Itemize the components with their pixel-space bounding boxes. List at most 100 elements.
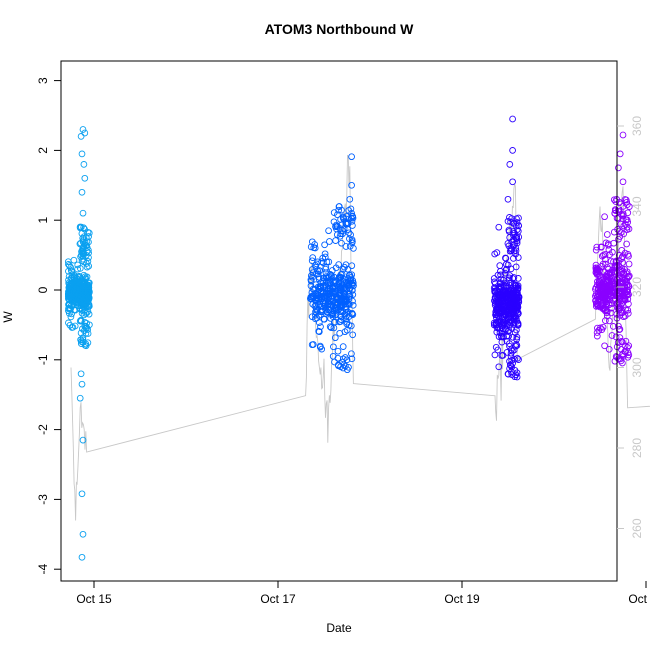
data-point bbox=[345, 281, 353, 289]
data-point bbox=[73, 274, 81, 282]
data-point bbox=[623, 275, 631, 282]
data-point bbox=[67, 264, 75, 271]
outlier-point bbox=[506, 161, 514, 168]
data-point bbox=[614, 339, 622, 346]
data-point bbox=[493, 328, 501, 336]
data-point bbox=[514, 286, 521, 293]
outlier-point bbox=[325, 227, 332, 235]
data-point bbox=[513, 301, 521, 309]
data-point bbox=[605, 241, 612, 249]
data-point bbox=[617, 289, 625, 296]
data-point bbox=[492, 280, 499, 287]
data-point bbox=[620, 222, 628, 230]
data-point bbox=[315, 328, 323, 336]
data-point bbox=[507, 297, 514, 305]
data-point bbox=[621, 289, 629, 297]
data-point bbox=[621, 196, 629, 203]
data-point bbox=[615, 235, 622, 243]
data-point bbox=[500, 307, 508, 315]
data-point bbox=[342, 243, 350, 250]
data-point bbox=[321, 315, 328, 323]
y-right-tick-label: 300 bbox=[630, 357, 644, 377]
data-point bbox=[507, 349, 515, 357]
data-point bbox=[82, 340, 90, 348]
data-point bbox=[335, 318, 343, 326]
y-right-tick-label: 260 bbox=[630, 518, 644, 538]
data-point bbox=[335, 290, 343, 298]
gray-line bbox=[70, 154, 650, 521]
data-point bbox=[313, 260, 320, 268]
data-point bbox=[592, 261, 600, 269]
data-point bbox=[81, 318, 89, 326]
data-point bbox=[496, 280, 504, 287]
data-point bbox=[73, 298, 81, 306]
data-point bbox=[599, 323, 607, 331]
data-point bbox=[512, 263, 520, 271]
data-point bbox=[625, 260, 633, 268]
data-point bbox=[512, 247, 520, 255]
data-point bbox=[85, 229, 93, 237]
data-point bbox=[601, 260, 609, 268]
data-point bbox=[330, 218, 338, 226]
y-left-tick-label: 3 bbox=[36, 77, 50, 84]
data-point bbox=[503, 332, 510, 340]
data-point bbox=[509, 333, 517, 341]
data-point bbox=[623, 281, 631, 289]
data-point bbox=[339, 285, 347, 293]
data-point bbox=[74, 265, 81, 273]
data-point bbox=[615, 302, 622, 309]
y-right-tick-label: 360 bbox=[630, 116, 644, 136]
outlier-point bbox=[78, 553, 86, 561]
data-point bbox=[623, 226, 631, 234]
data-point bbox=[82, 310, 90, 317]
data-point bbox=[308, 266, 316, 273]
data-point bbox=[602, 298, 609, 306]
data-point bbox=[515, 294, 523, 301]
data-point bbox=[336, 277, 344, 285]
data-point bbox=[601, 255, 609, 263]
data-point bbox=[322, 289, 330, 297]
data-point bbox=[595, 277, 603, 285]
data-point bbox=[65, 304, 73, 312]
data-point bbox=[515, 356, 522, 363]
data-point bbox=[330, 209, 338, 216]
data-point bbox=[506, 318, 514, 326]
data-point bbox=[332, 221, 340, 229]
data-point bbox=[315, 275, 323, 283]
data-point bbox=[624, 353, 632, 361]
data-point bbox=[514, 320, 522, 328]
data-point bbox=[315, 295, 322, 303]
data-point bbox=[607, 271, 615, 279]
data-point bbox=[67, 305, 74, 313]
data-point bbox=[498, 333, 505, 341]
data-point bbox=[514, 308, 522, 316]
data-point bbox=[312, 296, 319, 304]
data-point bbox=[326, 273, 333, 281]
data-point bbox=[65, 301, 73, 308]
data-point bbox=[334, 347, 342, 355]
data-point bbox=[80, 224, 87, 232]
data-point bbox=[625, 342, 633, 350]
data-point bbox=[502, 284, 510, 291]
y-left-tick-label: -2 bbox=[36, 424, 50, 435]
data-point bbox=[625, 300, 632, 308]
outlier-point bbox=[81, 174, 89, 182]
outlier-point bbox=[346, 195, 354, 203]
data-point bbox=[71, 282, 79, 289]
outlier-point bbox=[77, 133, 85, 140]
data-point bbox=[330, 283, 338, 290]
series-group bbox=[307, 153, 357, 374]
data-point bbox=[349, 301, 357, 309]
data-point bbox=[498, 352, 506, 359]
data-point bbox=[623, 268, 631, 276]
data-point bbox=[316, 342, 324, 350]
data-point bbox=[624, 306, 632, 314]
data-point bbox=[327, 324, 335, 331]
data-point bbox=[334, 223, 341, 230]
data-point bbox=[83, 263, 91, 271]
data-point bbox=[513, 373, 521, 381]
y-left-tick-label: -1 bbox=[36, 354, 50, 365]
data-point bbox=[619, 274, 626, 282]
